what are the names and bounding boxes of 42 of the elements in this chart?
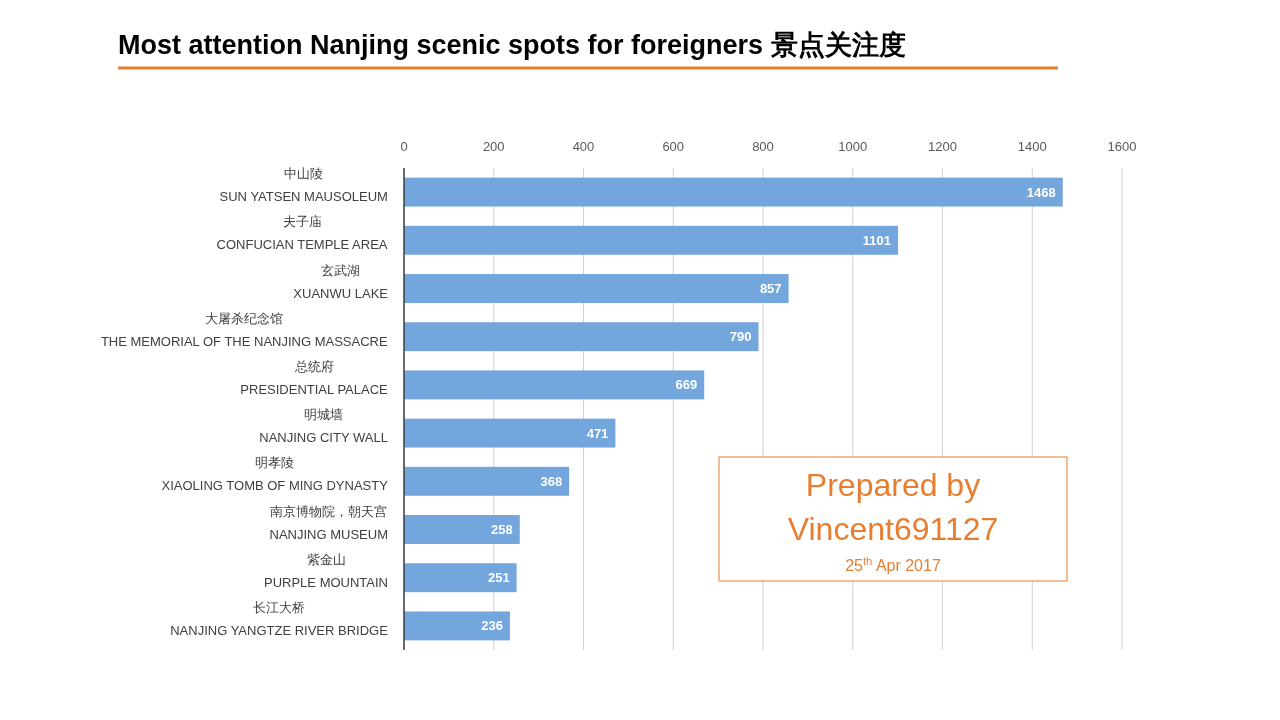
- data-label: 669: [675, 377, 698, 393]
- chart-title: Most attention Nanjing scenic spots for foreigners 景点关注度: [118, 30, 906, 60]
- data-label: 258: [491, 522, 513, 538]
- data-label: 251: [487, 570, 510, 586]
- bar: [404, 225, 899, 255]
- bar: [404, 563, 517, 593]
- x-tick-label: 1400: [1017, 139, 1047, 154]
- bar: [404, 322, 759, 352]
- y-tick-label: 总统府 PRESIDENTIAL PALACE: [240, 358, 389, 397]
- x-tick-label: 600: [662, 139, 685, 154]
- y-tick-label: 南京博物院，朝天宫 NANJING MUSEUM: [269, 503, 388, 542]
- y-tick-label: 长江大桥 NANJING YANGTZE RIVER BRIDGE: [170, 599, 389, 638]
- x-tick-label: 1600: [1107, 139, 1137, 154]
- x-tick-label: 1000: [838, 139, 868, 154]
- data-label: 1468: [1026, 184, 1056, 200]
- bar: [404, 418, 616, 448]
- data-label: 236: [481, 618, 503, 634]
- y-tick-label: 紫金山 PURPLE MOUNTAIN: [264, 551, 388, 590]
- bar: [404, 177, 1063, 207]
- x-tick-label: 1200: [928, 139, 957, 154]
- y-tick-label: 玄武湖 XUANWU LAKE: [293, 262, 389, 301]
- bar: [404, 274, 789, 303]
- x-tick-label: 0: [400, 139, 408, 154]
- y-tick-label: 明城墙 NANJING CITY WALL: [259, 407, 388, 446]
- bar: [404, 370, 705, 400]
- annotation: 25$^{th}$ Apr 2017: [845, 555, 941, 574]
- y-tick-label: 中山陵 SUN YATSEN MAUSOLEUM: [219, 166, 388, 205]
- y-tick-label: 夫子庙 CONFUCIAN TEMPLE AREA: [216, 214, 388, 253]
- data-label: 471: [586, 425, 609, 441]
- bar: [404, 611, 510, 641]
- y-tick-label: 明孝陵 XIAOLING TOMB OF MING DYNASTY: [161, 455, 389, 494]
- x-tick-label: 400: [572, 139, 595, 154]
- x-tick-label: 200: [482, 139, 505, 154]
- x-tick-label: 800: [752, 139, 774, 154]
- bar: [404, 515, 520, 544]
- data-label: 1101: [862, 232, 892, 248]
- y-tick-label: 大屠杀纪念馆 THE MEMORIAL OF THE NANJING MASSACRE: [100, 310, 388, 349]
- data-label: 368: [540, 473, 563, 489]
- data-label: 857: [759, 281, 782, 297]
- bar: [404, 466, 570, 496]
- data-label: 790: [729, 329, 752, 345]
- annotation: Prepared by Vincent691127: [787, 467, 999, 547]
